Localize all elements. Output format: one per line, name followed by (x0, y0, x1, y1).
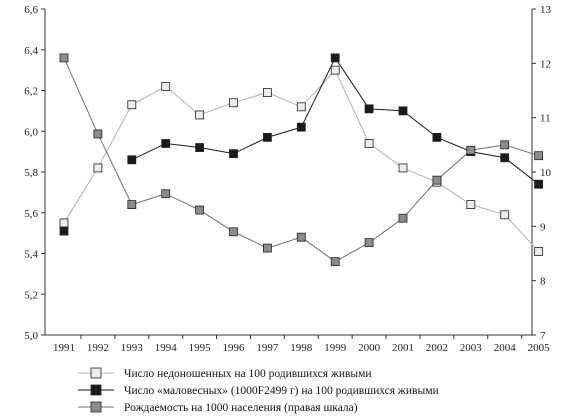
x-tick-label: 1993 (121, 342, 144, 354)
data-point-series-2 (432, 132, 442, 142)
legend-marker (90, 367, 102, 379)
data-point-series-3 (93, 129, 103, 139)
x-tick-label: 1994 (155, 342, 178, 354)
left-tick-label: 5,8 (24, 167, 38, 179)
x-tick-label: 1998 (290, 342, 313, 354)
data-point-series-1 (229, 98, 238, 108)
data-point-series-2 (161, 139, 171, 148)
series-markers (59, 53, 543, 267)
x-tick-label: 1996 (223, 342, 246, 354)
data-point-series-2 (127, 155, 137, 165)
right-tick-label: 8 (540, 276, 546, 288)
x-tick-label: 1992 (87, 342, 109, 354)
x-tick-label: 2003 (460, 342, 483, 354)
data-point-series-3 (330, 257, 340, 267)
data-point-series-2 (195, 143, 205, 152)
data-point-series-3 (229, 227, 238, 237)
x-tick-label: 2004 (494, 342, 517, 354)
right-tick-label: 12 (540, 58, 551, 70)
data-point-series-1 (534, 247, 543, 256)
data-point-series-2 (229, 149, 238, 159)
x-tick-label: 1991 (53, 342, 75, 354)
x-tick-label: 2005 (528, 342, 551, 354)
data-point-series-3 (127, 200, 137, 210)
data-point-series-2 (59, 226, 69, 236)
data-point-series-3 (466, 145, 476, 155)
data-point-series-3 (59, 53, 69, 63)
legend-marker (90, 401, 102, 413)
data-point-series-1 (59, 218, 69, 228)
right-tick-label: 11 (540, 113, 551, 125)
left-tick-label: 6,0 (24, 126, 38, 138)
left-tick-label: 6,4 (24, 45, 38, 57)
data-point-series-1 (161, 82, 171, 91)
x-tick-label: 1999 (324, 342, 347, 354)
left-tick-label: 5,0 (24, 330, 38, 342)
data-point-series-3 (364, 238, 374, 248)
data-point-series-3 (432, 175, 442, 185)
legend: Число недоношенных на 100 родившихся жив… (78, 367, 439, 414)
series-line-2 (131, 56, 539, 185)
x-tick-label: 1995 (189, 342, 212, 354)
data-point-series-1 (195, 110, 205, 120)
right-tick-label: 9 (540, 221, 546, 233)
x-tick-label: 2000 (358, 342, 381, 354)
left-tick-label: 5,6 (24, 208, 38, 220)
data-point-series-1 (500, 210, 510, 220)
data-point-series-2 (398, 106, 408, 116)
legend-label: Число недоношенных на 100 родившихся жив… (124, 368, 372, 380)
right-tick-label: 7 (540, 330, 546, 342)
data-point-series-2 (534, 179, 543, 189)
data-point-series-2 (296, 122, 306, 132)
data-point-series-3 (195, 205, 205, 215)
x-tick-label: 2001 (392, 342, 414, 354)
data-point-series-3 (398, 213, 408, 223)
legend-marker (90, 384, 102, 396)
data-point-series-2 (330, 53, 340, 63)
legend-label: Число «маловесных» (1000F2499 г) на 100 … (124, 385, 439, 397)
data-point-series-2 (364, 104, 374, 114)
right-tick-label: 10 (540, 167, 552, 179)
data-point-series-1 (398, 163, 408, 173)
data-point-series-2 (500, 153, 510, 163)
left-tick-label: 5,4 (24, 249, 38, 261)
data-point-series-3 (500, 140, 510, 150)
data-point-series-3 (161, 189, 171, 199)
data-point-series-3 (262, 243, 272, 253)
data-point-series-3 (296, 232, 306, 242)
left-tick-label: 6,2 (24, 86, 38, 98)
left-tick-label: 6,6 (24, 4, 38, 16)
data-point-series-1 (93, 163, 103, 173)
data-point-series-2 (262, 132, 272, 142)
data-point-series-1 (127, 100, 137, 110)
legend-label: Рождаемость на 1000 населения (правая шк… (124, 402, 358, 414)
data-point-series-1 (466, 200, 476, 210)
data-point-series-1 (364, 139, 374, 148)
left-tick-label: 5,2 (24, 289, 38, 301)
right-tick-label: 13 (540, 4, 552, 16)
data-point-series-1 (262, 88, 272, 97)
data-point-series-1 (296, 102, 306, 112)
x-tick-label: 1997 (256, 342, 279, 354)
x-tick-label: 2002 (426, 342, 448, 354)
data-point-series-3 (534, 151, 543, 161)
data-point-series-1 (330, 65, 340, 75)
axes: 5,0 5,2 5,4 5,6 5,8 6,0 6,2 6,4 6,6 7 8 9 10 11 12 13 19… (24, 4, 551, 354)
